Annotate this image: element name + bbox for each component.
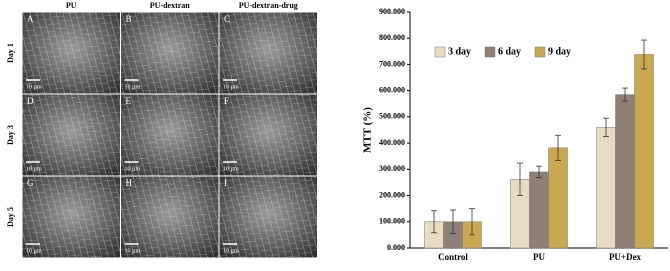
y-tick-label: 400.000 — [379, 138, 405, 147]
y-tick-label: 900.000 — [379, 7, 405, 16]
panel-letter: H — [126, 178, 133, 188]
bar — [529, 171, 549, 249]
scale-label: 10 µm — [223, 166, 239, 172]
y-tick-label: 200.000 — [379, 190, 405, 199]
column-header: PU — [66, 1, 77, 10]
error-bar — [517, 162, 523, 196]
sem-fibers — [219, 176, 318, 258]
x-tick-label: PU — [533, 252, 545, 262]
sem-fibers — [219, 12, 318, 94]
sem-fibers — [22, 12, 121, 94]
error-bar — [603, 117, 609, 137]
scale-label: 10 µm — [125, 248, 141, 254]
panel-letter: F — [224, 96, 229, 106]
sem-fibers — [219, 94, 318, 176]
error-bar — [641, 39, 647, 70]
error-bar — [622, 87, 628, 102]
scale-label: 10 µm — [223, 248, 239, 254]
legend-label: 3 day — [448, 46, 471, 57]
sem-fibers — [120, 94, 219, 176]
legend-label: 6 day — [498, 46, 521, 57]
bar — [615, 94, 635, 249]
error-bar — [536, 165, 542, 179]
error-bar — [469, 208, 475, 236]
y-tick-label: 700.000 — [379, 59, 405, 68]
panel-letter: E — [126, 96, 132, 106]
x-tick-label: Control — [438, 252, 468, 262]
y-tick-label: 300.000 — [379, 164, 405, 173]
panel-letter: B — [126, 14, 132, 24]
column-header: PU-dextran-drug — [239, 1, 298, 10]
column-header: PU-dextran — [150, 1, 191, 10]
y-tick-label: 800.000 — [379, 33, 405, 42]
panel-letter: D — [27, 96, 34, 106]
sem-fibers — [22, 94, 121, 176]
error-bar — [431, 210, 437, 234]
sem-fibers — [22, 176, 121, 258]
scale-label: 10 µm — [223, 84, 239, 90]
panel-letter: G — [27, 178, 34, 188]
scale-label: 10 µm — [26, 166, 42, 172]
bar — [634, 54, 654, 249]
y-tick-label: 100.000 — [379, 217, 405, 226]
scale-label: 10 µm — [26, 248, 42, 254]
scale-label: 10 µm — [125, 166, 141, 172]
panel-letter: I — [224, 178, 227, 188]
sem-fibers — [120, 176, 219, 258]
legend-swatch — [484, 46, 496, 58]
y-tick-label: 500.000 — [379, 112, 405, 121]
row-label: Day 3 — [6, 125, 15, 145]
y-axis-label: MTT (%) — [362, 107, 374, 153]
legend-swatch — [534, 46, 546, 58]
error-bar — [450, 209, 456, 234]
y-tick-label: 0.000 — [387, 243, 405, 252]
scale-label: 10 µm — [26, 84, 42, 90]
row-label: Day 5 — [6, 207, 15, 227]
legend-label: 9 day — [548, 46, 571, 57]
scale-label: 10 µm — [125, 84, 141, 90]
y-tick-label: 600.000 — [379, 85, 405, 94]
panel-letter: A — [27, 14, 34, 24]
bar — [596, 127, 616, 249]
row-label: Day 1 — [6, 43, 15, 63]
panel-letter: C — [224, 14, 230, 24]
x-tick-label: PU+Dex — [609, 252, 642, 262]
sem-fibers — [120, 12, 219, 94]
error-bar — [555, 134, 561, 161]
bar — [548, 147, 568, 249]
legend-swatch — [434, 46, 446, 58]
